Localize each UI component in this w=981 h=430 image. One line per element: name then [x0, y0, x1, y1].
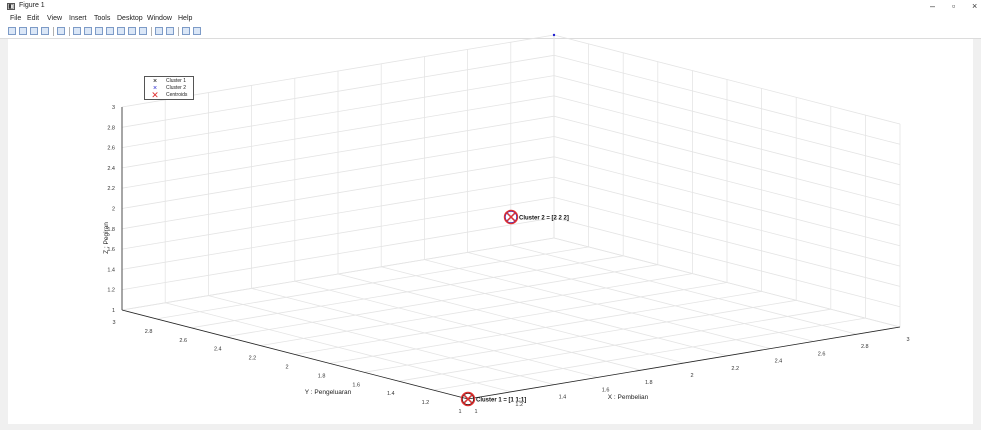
title-bar: ◧ Figure 1 – ▫ × — [0, 0, 981, 14]
legend-label: Cluster 1 — [166, 78, 187, 84]
open-file-icon[interactable] — [19, 27, 27, 35]
menu-help[interactable]: Help — [178, 15, 193, 22]
menu-insert[interactable]: Insert — [69, 15, 87, 22]
show-plot-tools-icon[interactable] — [193, 27, 201, 35]
legend-entry: × Cluster 2 — [145, 85, 195, 92]
menu-tools[interactable]: Tools — [94, 15, 111, 22]
matlab-figure-icon: ◧ — [7, 3, 15, 10]
toolbar-separator — [69, 27, 70, 36]
window-title: Figure 1 — [19, 2, 45, 9]
legend[interactable]: × Cluster 1 × Cluster 2 ✕ Centroids — [144, 76, 194, 100]
toolbar-separator — [151, 27, 152, 36]
pan-icon[interactable] — [95, 27, 103, 35]
toolbar-separator — [53, 27, 54, 36]
menu-edit[interactable]: Edit — [27, 15, 40, 22]
edit-plot-icon[interactable] — [57, 27, 65, 35]
x-marker-icon: ✕ — [151, 90, 159, 100]
rotate-3d-icon[interactable] — [106, 27, 114, 35]
brush-icon[interactable] — [128, 27, 136, 35]
new-figure-icon[interactable] — [8, 27, 16, 35]
data-cursor-icon[interactable] — [117, 27, 125, 35]
toolbar-separator — [178, 27, 179, 36]
hide-plot-tools-icon[interactable] — [182, 27, 190, 35]
zoom-in-icon[interactable] — [73, 27, 81, 35]
legend-label: Cluster 2 — [166, 85, 187, 91]
legend-label: Centroids — [166, 92, 188, 98]
figure-toolbar — [0, 25, 981, 39]
insert-colorbar-icon[interactable] — [155, 27, 163, 35]
save-icon[interactable] — [30, 27, 38, 35]
menu-bar: File Edit View Insert Tools Desktop Wind… — [0, 14, 981, 25]
menu-window[interactable]: Window — [147, 15, 172, 22]
menu-desktop[interactable]: Desktop — [117, 15, 143, 22]
insert-legend-icon[interactable] — [166, 27, 174, 35]
menu-view[interactable]: View — [47, 15, 63, 22]
zoom-out-icon[interactable] — [84, 27, 92, 35]
legend-entry: × Cluster 1 — [145, 78, 195, 85]
x-marker-icon: × — [152, 78, 158, 85]
minimize-button[interactable]: – — [930, 1, 936, 11]
x-marker-icon: × — [152, 85, 158, 92]
maximize-button[interactable]: ▫ — [952, 1, 956, 11]
menu-file[interactable]: File — [10, 15, 22, 22]
print-icon[interactable] — [41, 27, 49, 35]
link-plot-icon[interactable] — [139, 27, 147, 35]
legend-entry: ✕ Centroids — [145, 90, 195, 100]
close-button[interactable]: × — [972, 1, 978, 11]
